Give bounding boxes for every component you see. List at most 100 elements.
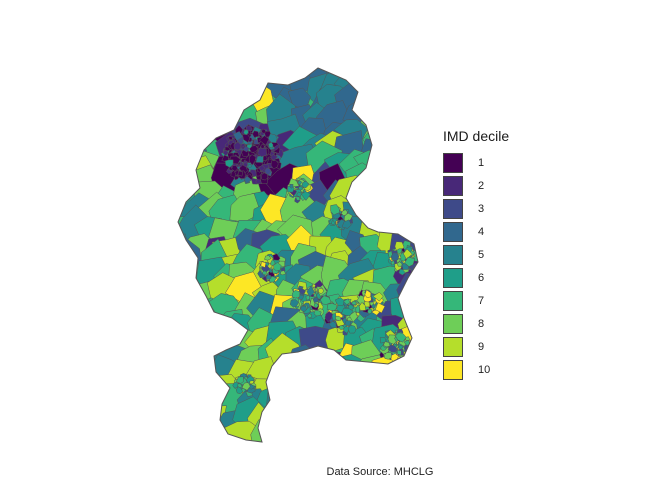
lsoa-area (336, 379, 371, 415)
legend-item-4: 4 (443, 220, 509, 243)
legend-item-8: 8 (443, 312, 509, 335)
lsoa-area (306, 345, 337, 380)
lsoa-area (178, 293, 202, 320)
lsoa-area (178, 371, 216, 407)
lsoa-area (356, 68, 386, 86)
lsoa-area (363, 167, 389, 197)
lsoa-area (324, 310, 333, 323)
lsoa-area (252, 130, 260, 138)
lsoa-area (255, 155, 264, 163)
legend-swatch-1 (443, 152, 463, 173)
lsoa-area (195, 107, 219, 136)
lsoa-area (372, 291, 384, 302)
lsoa-area (247, 68, 281, 88)
lsoa-area (365, 68, 408, 90)
legend-item-9: 9 (443, 335, 509, 358)
lsoa-area (255, 179, 263, 185)
lsoa-area (404, 256, 416, 267)
lsoa-area (316, 362, 348, 387)
lsoa-area (344, 68, 380, 88)
lsoa-area (178, 133, 197, 172)
lsoa-area (370, 429, 399, 442)
lsoa-area (288, 344, 318, 379)
lsoa-area (376, 112, 415, 149)
lsoa-area (390, 252, 400, 262)
lsoa-area (222, 149, 229, 157)
lsoa-area (311, 283, 316, 289)
lsoa-area (371, 355, 404, 384)
lsoa-area (178, 84, 188, 126)
lsoa-area (395, 68, 418, 90)
lsoa-area (263, 430, 294, 442)
lsoa-area (326, 303, 338, 311)
lsoa-area (247, 164, 252, 169)
lsoa-area (273, 262, 282, 272)
lsoa-area (367, 308, 373, 315)
lsoa-area (261, 128, 267, 134)
lsoa-area (313, 309, 322, 317)
lsoa-area (178, 329, 190, 366)
lsoa-area (343, 298, 351, 305)
lsoa-area (335, 354, 365, 387)
lsoa-area (261, 172, 269, 181)
lsoa-area (360, 386, 389, 422)
lsoa-area (178, 264, 192, 296)
lsoa-area (380, 408, 411, 436)
lsoa-area (265, 390, 304, 421)
lsoa-area (178, 279, 203, 313)
lsoa-area (316, 377, 348, 417)
legend-item-7: 7 (443, 289, 509, 312)
lsoa-area (351, 300, 357, 306)
lsoa-area (178, 374, 191, 413)
county-outline (177, 67, 419, 443)
lsoa-area (232, 71, 258, 95)
lsoa-area (360, 190, 385, 214)
lsoa-area (178, 350, 205, 393)
lsoa-area (375, 70, 403, 108)
lsoa-area (373, 86, 409, 124)
lsoa-area (180, 105, 206, 130)
lsoa-area (178, 70, 196, 107)
lsoa-area (298, 288, 306, 295)
lsoa-area (178, 300, 209, 344)
lsoa-area (178, 99, 191, 134)
lsoa-areas (178, 68, 418, 442)
lsoa-area (241, 382, 251, 391)
legend-swatch-5 (443, 244, 463, 265)
lsoa-area (270, 153, 279, 161)
lsoa-area (198, 68, 230, 99)
lsoa-area (297, 179, 303, 185)
lsoa-area (306, 362, 337, 392)
lsoa-area (389, 199, 418, 233)
legend-label-5: 5 (478, 248, 485, 261)
legend: IMD decile 1 2 3 4 5 6 7 8 9 10 (443, 128, 509, 381)
lsoa-area (228, 136, 233, 141)
legend-label-6: 6 (478, 271, 485, 284)
lsoa-area (382, 100, 409, 128)
lsoa-area (395, 361, 418, 393)
lsoa-area (298, 186, 304, 191)
lsoa-area (378, 153, 401, 180)
lsoa-area (232, 131, 244, 142)
lsoa-area (363, 300, 370, 308)
lsoa-area (178, 166, 196, 202)
lsoa-area (258, 164, 266, 172)
lsoa-area (242, 146, 250, 153)
legend-item-3: 3 (443, 197, 509, 220)
legend-items: 1 2 3 4 5 6 7 8 9 10 (443, 151, 509, 381)
lsoa-area (365, 192, 408, 234)
lsoa-area (243, 129, 249, 136)
legend-swatch-4 (443, 221, 463, 242)
lsoa-area (178, 363, 193, 391)
lsoa-area (199, 332, 225, 356)
legend-swatch-9 (443, 336, 463, 357)
lsoa-area (196, 316, 224, 345)
lsoa-area (394, 377, 418, 409)
lsoa-area (340, 407, 372, 434)
lsoa-area (396, 248, 403, 254)
lsoa-area (351, 370, 387, 414)
lsoa-area (384, 85, 418, 121)
lsoa-area (325, 403, 362, 436)
lsoa-area (344, 320, 352, 327)
lsoa-area (193, 84, 231, 123)
